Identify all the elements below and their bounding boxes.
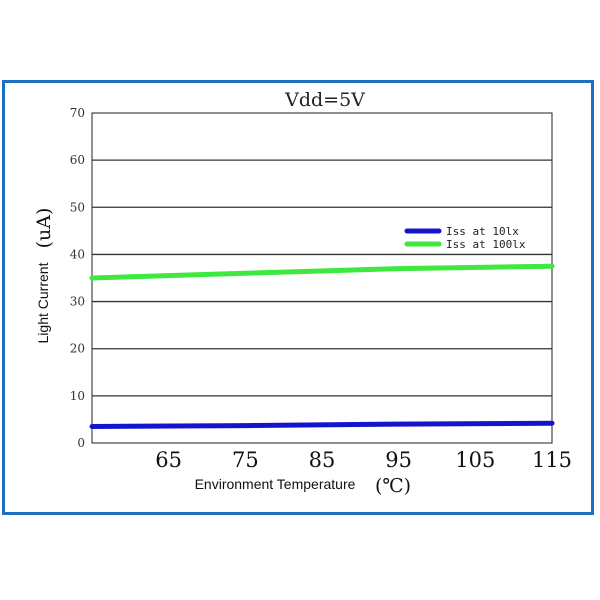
- x-axis-label: Environment Temperature: [195, 476, 356, 492]
- grid: [92, 159, 552, 397]
- x-tick-label: 115: [532, 448, 572, 472]
- x-axis-ticks: 65 75 85 95 105 115: [155, 448, 572, 472]
- y-tick-label: 50: [70, 200, 85, 214]
- y-tick-label: 40: [70, 247, 85, 261]
- y-axis-label: Light Current: [35, 262, 51, 343]
- y-tick-label: 10: [70, 389, 85, 403]
- y-axis-unit: (uA): [33, 208, 55, 249]
- x-tick-label: 105: [455, 448, 495, 472]
- series-lines: [89, 263, 555, 429]
- y-tick-label: 20: [70, 342, 85, 356]
- x-tick-label: 85: [309, 448, 336, 472]
- x-tick-label: 65: [155, 448, 182, 472]
- y-axis-ticks: 0 10 20 30 40 50 60 70: [70, 106, 85, 450]
- x-axis-unit: (℃): [375, 475, 411, 497]
- x-tick-label: 75: [232, 448, 259, 472]
- chart-title: Vdd=5V: [284, 89, 365, 111]
- y-tick-label: 0: [77, 436, 85, 450]
- x-tick-label: 95: [385, 448, 412, 472]
- y-tick-label: 60: [70, 153, 85, 167]
- series-line: [89, 263, 555, 281]
- y-tick-label: 70: [70, 106, 85, 120]
- series-line: [89, 420, 555, 429]
- legend-label: Iss at 100lx: [446, 238, 526, 251]
- legend-label: Iss at 10lx: [446, 225, 519, 238]
- y-tick-label: 30: [70, 295, 85, 309]
